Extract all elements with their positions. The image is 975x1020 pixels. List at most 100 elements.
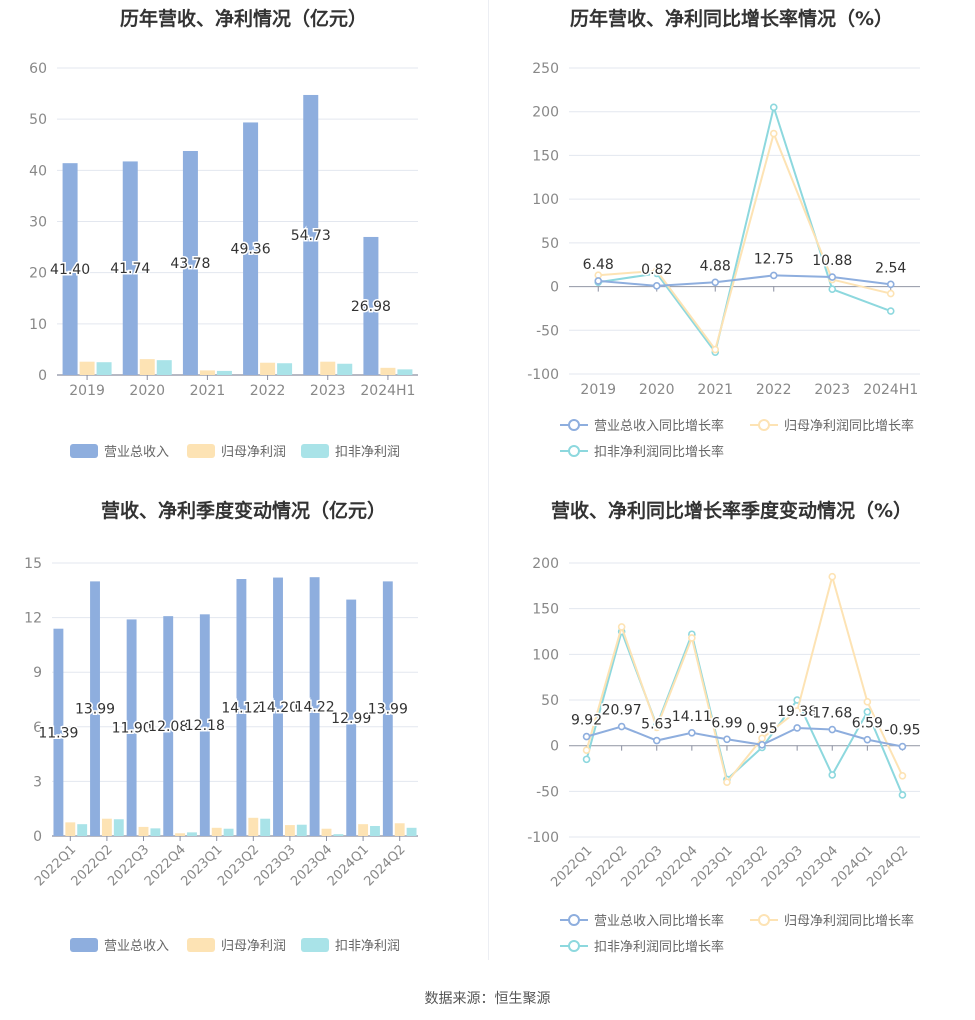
data-point xyxy=(828,285,837,293)
y-tick-label: 0 xyxy=(38,368,47,384)
y-tick-label: 60 xyxy=(29,61,47,77)
data-point xyxy=(688,728,696,737)
legend-item-net-profit-growth[interactable]: 归母净利润同比增长率 xyxy=(750,910,914,929)
data-label: 19.38 xyxy=(777,704,817,720)
legend-label: 营业总收入 xyxy=(104,445,170,460)
chart-title: 营收、净利季度变动情况（亿元） xyxy=(100,500,386,522)
y-tick-label: -100 xyxy=(527,367,559,383)
legend-item-deducted-growth[interactable]: 扣非净利润同比增长率 xyxy=(560,936,724,955)
chart-title: 营收、净利同比增长率季度变动情况（%） xyxy=(550,500,913,522)
bar-deducted-profit xyxy=(216,370,232,375)
data-label: 4.88 xyxy=(700,258,731,274)
bar-revenue xyxy=(309,577,320,836)
data-label: 49.36 xyxy=(231,242,271,258)
legend-label: 扣非净利润 xyxy=(335,445,401,460)
bar-revenue xyxy=(303,94,319,375)
legend-item-deducted-profit[interactable]: 扣非净利润 xyxy=(301,935,400,954)
data-label: 14.22 xyxy=(295,700,335,716)
bar-deducted-profit xyxy=(370,825,380,836)
legend-item-net-profit-growth[interactable]: 归母净利润同比增长率 xyxy=(750,415,914,434)
bar-net-profit xyxy=(211,827,222,836)
data-point xyxy=(652,267,661,275)
bar-deducted-profit xyxy=(406,827,417,836)
legend-swatch xyxy=(560,913,588,927)
legend-item-deducted-growth[interactable]: 扣非净利润同比增长率 xyxy=(560,441,724,460)
legend-item-revenue[interactable]: 营业总收入 xyxy=(70,935,169,954)
bar-revenue xyxy=(243,122,259,375)
legend-swatch xyxy=(560,939,588,953)
data-label: -0.95 xyxy=(884,723,920,739)
data-label: 9.92 xyxy=(571,713,602,729)
data-point xyxy=(594,277,603,285)
bar-net-profit xyxy=(284,825,295,836)
bar-net-profit xyxy=(79,361,95,375)
data-point xyxy=(898,772,907,780)
legend-item-deducted-profit[interactable]: 扣非净利润 xyxy=(301,441,400,460)
data-point xyxy=(828,572,837,581)
y-tick-label: 50 xyxy=(541,693,559,709)
legend-swatch xyxy=(750,418,778,432)
data-point xyxy=(828,725,837,734)
y-tick-label: 9 xyxy=(33,665,42,681)
data-label: 26.98 xyxy=(351,299,391,315)
y-tick-label: 50 xyxy=(29,112,47,128)
bar-net-profit xyxy=(139,359,155,375)
chart-plot: 0 10 20 30 40 50 60 2019 2020 2021 2022 2023 2024H1 4… xyxy=(29,61,418,399)
bar-revenue xyxy=(122,161,138,375)
legend-swatch xyxy=(560,444,588,458)
data-point xyxy=(886,289,895,298)
legend-item-revenue[interactable]: 营业总收入 xyxy=(70,441,169,460)
data-label: 14.12 xyxy=(221,701,261,717)
data-point xyxy=(652,282,661,290)
y-tick-label: 150 xyxy=(532,602,559,618)
legend-label: 营业总收入同比增长率 xyxy=(594,419,725,434)
x-tick-label: 2021 xyxy=(697,382,733,398)
x-tick-label: 2020 xyxy=(639,382,675,398)
bar-deducted-profit xyxy=(397,369,413,375)
data-point xyxy=(758,740,766,749)
legend-swatch xyxy=(187,937,215,952)
data-label: 12.75 xyxy=(754,251,794,267)
bar-revenue xyxy=(199,614,210,836)
x-tick-label: 2024H1 xyxy=(360,383,415,399)
legend-swatch xyxy=(750,913,778,927)
bar-deducted-profit xyxy=(223,828,234,836)
y-tick-label: 0 xyxy=(550,739,559,755)
data-label: 14.20 xyxy=(258,700,298,716)
legend-label: 营业总收入 xyxy=(104,939,170,954)
data-point xyxy=(582,732,591,741)
series-line-revenue-growth xyxy=(598,274,891,287)
data-point xyxy=(828,771,837,779)
chart-title: 历年营收、净利同比增长率情况（%） xyxy=(569,8,894,30)
legend-item-net-profit[interactable]: 归母净利润 xyxy=(187,441,286,460)
legend-item-net-profit[interactable]: 归母净利润 xyxy=(187,935,286,954)
legend-item-revenue-growth[interactable]: 营业总收入同比增长率 xyxy=(560,910,724,929)
legend-item-revenue-growth[interactable]: 营业总收入同比增长率 xyxy=(560,415,724,434)
bar-revenue xyxy=(163,616,174,836)
legend-swatch xyxy=(301,443,329,458)
data-label: 12.18 xyxy=(185,718,225,734)
series-line-net-profit-growth xyxy=(585,572,904,785)
data-label: 6.99 xyxy=(711,715,742,731)
legend-label: 归母净利润同比增长率 xyxy=(784,914,915,929)
y-tick-label: 150 xyxy=(532,148,559,164)
y-tick-label: 30 xyxy=(29,215,47,231)
bar-net-profit xyxy=(260,362,276,375)
data-point xyxy=(582,746,591,755)
data-point xyxy=(793,724,801,732)
x-tick-label: 2024H1 xyxy=(863,382,918,398)
bar-net-profit xyxy=(199,370,215,375)
x-tick-label: 2022 xyxy=(250,383,286,399)
legend-swatch xyxy=(70,443,98,458)
y-tick-label: 100 xyxy=(532,192,559,208)
legend-label: 扣非净利润同比增长率 xyxy=(594,940,725,955)
legend-label: 营业总收入同比增长率 xyxy=(594,914,725,929)
data-label: 43.78 xyxy=(170,256,210,272)
x-tick-label: 2019 xyxy=(69,383,105,399)
annual-growth-rate-chart: 历年营收、净利同比增长率情况（%） -100 -50 0 50 100 150 200 250… xyxy=(488,0,975,490)
data-point xyxy=(652,723,661,732)
data-point xyxy=(688,634,696,642)
y-tick-label: 12 xyxy=(24,611,42,627)
bar-deducted-profit xyxy=(260,818,271,836)
data-label: 20.97 xyxy=(602,703,642,719)
